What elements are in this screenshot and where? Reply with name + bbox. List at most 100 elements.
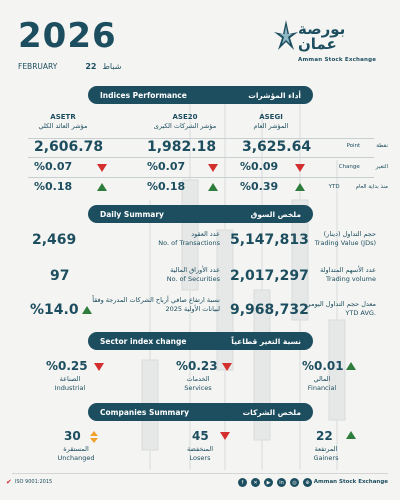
trading-volume-label-en: Trading volume [326, 274, 376, 283]
sector-services-name-en: Services [184, 384, 212, 393]
companies-losers-count: 45 [192, 429, 209, 443]
facebook-icon[interactable]: f [238, 478, 247, 487]
transactions-label: عدد العقود No. of Transactions [110, 230, 220, 248]
row-label-point-ar: نقطة [376, 143, 388, 149]
linkedin-icon[interactable]: in [277, 478, 286, 487]
checkmark-icon: ✔ [6, 478, 12, 486]
sector-services-label: الخدمات Services [168, 375, 228, 393]
index-name-ar: المؤشر العام [253, 122, 289, 130]
trading-value-label-en: Trading Value (JDs) [314, 238, 376, 247]
sector-services-name-ar: الخدمات [186, 375, 210, 383]
securities-label-ar: عدد الأوراق المالية [170, 266, 220, 274]
sector-industrial-name-en: Industrial [54, 384, 86, 393]
arrow-down-icon [94, 363, 104, 371]
net-profit-label: نسبة ارتفاع صافي أرباح الشركات المدرجة و… [92, 296, 220, 313]
index-code: ASE20 [172, 113, 198, 121]
index-change-asegi: %0.09 [240, 160, 279, 173]
web-icon[interactable]: ⊕ [303, 478, 312, 487]
daily-summary-section-header: Daily Summary ملخص السوق [88, 205, 313, 223]
companies-unchanged-name-ar: المستقرة [63, 445, 89, 453]
sector-industrial-label: الصناعة Industrial [40, 375, 100, 393]
net-profit-value: %14.0 [30, 302, 79, 318]
arrow-up-icon [346, 431, 356, 439]
iso-text: ISO 9001:2015 [14, 479, 53, 485]
sector-section-header: Sector index change نسبة التغير قطاعياً [88, 332, 313, 350]
companies-section-header: Companies Summary ملخص الشركات [88, 403, 313, 421]
index-value-asegi: 3,625.64 [242, 139, 312, 155]
indices-section-header: Indices Performance أداء المؤشرات [88, 86, 313, 104]
row-label-point: Point نقطة [347, 143, 388, 149]
index-ytd-asetr: %0.18 [34, 180, 73, 193]
index-column-ase20: ASE20 مؤشر الشركات الكبرى [140, 113, 230, 130]
arrow-up-icon [97, 183, 107, 191]
exchange-logo: بورصة عمان Amman Stock Exchange [274, 20, 384, 72]
ytd-avg-label: معدل حجم التداول اليومي YTD AVG. [300, 300, 376, 318]
row-label-change-en: Change [338, 164, 360, 170]
arrow-down-icon [97, 164, 107, 172]
arrow-up-icon [295, 183, 305, 191]
logo-text-en: Amman Stock Exchange [298, 57, 377, 63]
transactions-value: 2,469 [32, 232, 77, 248]
row-label-ytd: YTD منذ بداية العام [329, 184, 388, 190]
index-change-asetr: %0.07 [34, 160, 73, 173]
daily-title-ar: ملخص السوق [250, 209, 301, 219]
arrow-down-icon [222, 363, 232, 371]
index-value-asetr: 2,606.78 [34, 139, 104, 155]
ytd-avg-label-ar: معدل حجم التداول اليومي [305, 300, 376, 308]
trading-value-label-ar: حجم التداول (دينار) [323, 230, 376, 238]
index-name-ar: مؤشر العائد الكلي [38, 122, 88, 130]
trading-volume-label: عدد الأسهم المتداولة Trading volume [300, 266, 376, 284]
index-ytd-asegi: %0.39 [240, 180, 279, 193]
arrow-up-icon [208, 183, 218, 191]
footer-divider [12, 473, 388, 474]
index-change-ase20: %0.07 [147, 160, 186, 173]
x-icon[interactable]: ✕ [251, 478, 260, 487]
companies-unchanged-label: المستقرة Unchanged [46, 445, 106, 463]
sector-financial-name-en: Financial [307, 384, 337, 393]
row-label-ytd-ar: منذ بداية العام [355, 184, 388, 190]
arrow-down-icon [208, 164, 218, 172]
daily-title-en: Daily Summary [100, 209, 164, 219]
arrow-down-icon [220, 432, 230, 440]
ytd-avg-value: 9,968,732 [230, 302, 309, 318]
companies-losers-label: المنخفضة Losers [170, 445, 230, 463]
companies-unchanged-count: 30 [64, 429, 81, 443]
securities-value: 97 [50, 268, 70, 284]
instagram-icon[interactable]: ◎ [290, 478, 299, 487]
companies-gainers-name-en: Gainers [313, 454, 339, 463]
logo-text-ar: بورصة عمان [298, 20, 346, 53]
index-code: ASETR [50, 113, 76, 121]
securities-label-en: No. of Securities [166, 274, 220, 283]
sector-title-ar: نسبة التغير قطاعياً [231, 336, 301, 346]
divider [28, 157, 374, 158]
companies-title-ar: ملخص الشركات [242, 407, 301, 417]
sector-services-pct: %0.23 [176, 359, 218, 373]
row-label-change: Change التغير [339, 164, 388, 170]
sector-industrial-pct: %0.25 [46, 359, 88, 373]
transactions-label-en: No. of Transactions [158, 238, 220, 247]
trading-value-label: حجم التداول (دينار) Trading Value (JDs) [300, 230, 376, 248]
divider [28, 177, 374, 178]
companies-title-en: Companies Summary [100, 407, 189, 417]
ytd-avg-label-en: YTD AVG. [345, 308, 376, 317]
youtube-icon[interactable]: ▶ [264, 478, 273, 487]
row-label-ytd-en: YTD [328, 184, 340, 190]
companies-gainers-label: المرتفعة Gainers [296, 445, 356, 463]
sector-industrial-name-ar: الصناعة [59, 375, 81, 383]
sector-financial-name-ar: المالي [313, 375, 331, 383]
companies-gainers-count: 22 [316, 429, 333, 443]
iso-certification: ✔ ISO 9001:2015 [6, 478, 52, 486]
report-date: FEBRUARY 22 شباط [18, 62, 121, 71]
arrow-down-icon [295, 164, 305, 172]
companies-losers-name-en: Losers [189, 454, 211, 463]
sector-title-en: Sector index change [100, 336, 187, 346]
index-value-ase20: 1,982.18 [147, 139, 217, 155]
securities-label: عدد الأوراق المالية No. of Securities [110, 266, 220, 284]
page-year: 2026 [18, 16, 117, 56]
index-ytd-ase20: %0.18 [147, 180, 186, 193]
companies-gainers-name-ar: المرتفعة [314, 445, 338, 453]
date-month-ar: شباط [102, 62, 122, 71]
arrow-up-icon [346, 362, 356, 370]
date-month: FEBRUARY [18, 62, 58, 71]
